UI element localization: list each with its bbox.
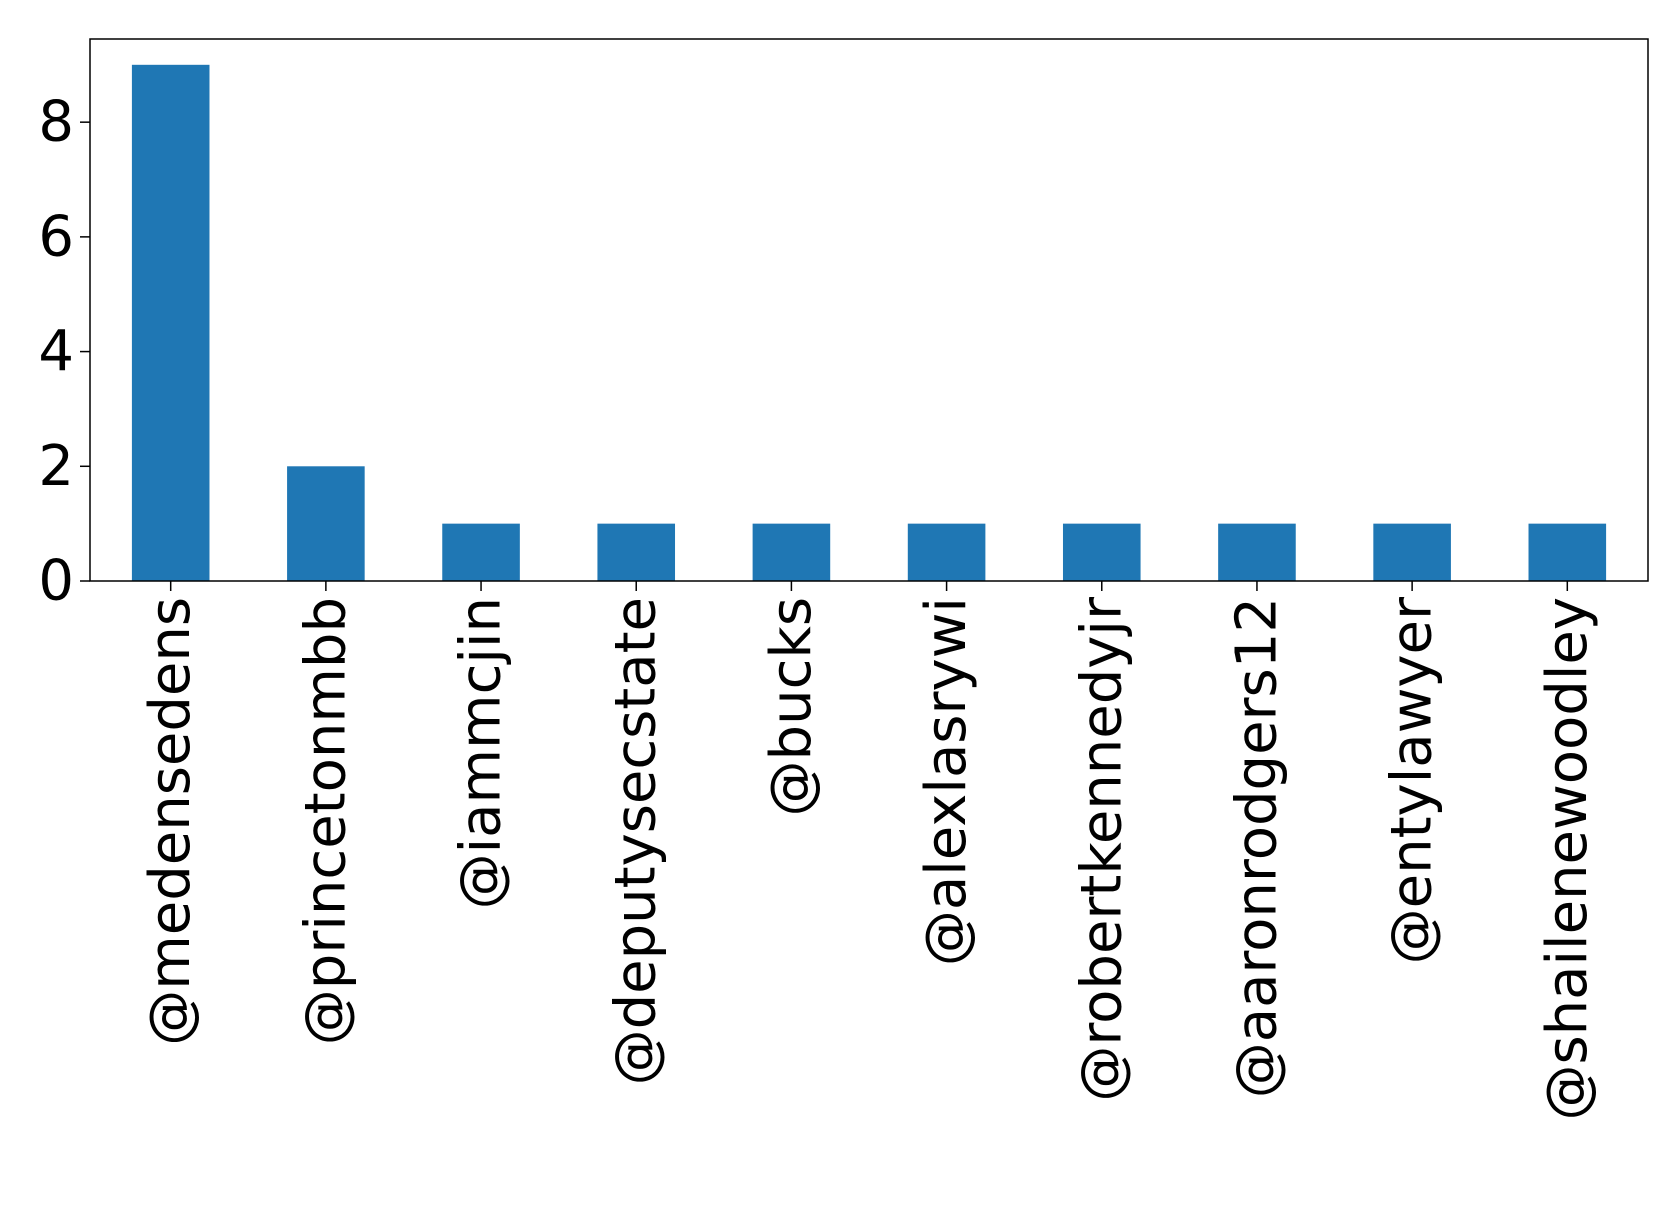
x-tick-label: @entylawyer [1380, 596, 1445, 964]
x-tick-label: @alexlasrywi [914, 597, 979, 966]
x-tick-label: @deputysecstate [604, 597, 669, 1085]
x-tick-label: @iammcjin [449, 597, 514, 909]
bar-iammcjin [442, 523, 520, 581]
bar-princetonmbb [287, 466, 365, 581]
plot-frame [89, 38, 1649, 582]
bars-group [131, 64, 1607, 582]
y-tick-label: 8 [38, 90, 74, 155]
x-axis: @medensedens @princetonmbb @iammcjin @deput… [138, 581, 1600, 1121]
x-tick-label: @bucks [759, 597, 824, 816]
y-tick-label: 6 [38, 204, 74, 269]
x-tick-label: @robertkennedyjr [1069, 596, 1134, 1102]
y-tick-label: 4 [38, 319, 74, 384]
x-tick-label: @princetonmbb [293, 597, 358, 1045]
x-tick-label: @shailenewoodley [1535, 597, 1600, 1121]
bar-alexlasrywi [907, 523, 986, 581]
y-tick-label: 2 [38, 434, 74, 499]
bar-aaronrodgers12 [1218, 523, 1296, 581]
bar-robertkennedyjr [1062, 523, 1141, 581]
bar-entylawyer [1373, 523, 1451, 581]
bar-bucks [752, 523, 831, 581]
bar-shailenewoodley [1528, 523, 1607, 581]
x-tick-label: @aaronrodgers12 [1224, 597, 1289, 1098]
y-axis: 0 2 4 6 8 [38, 90, 90, 614]
bar-deputysecstate [597, 523, 676, 581]
y-tick-label: 0 [38, 549, 74, 614]
x-tick-label: @medensedens [138, 597, 203, 1046]
bar-medensedens [131, 64, 210, 582]
